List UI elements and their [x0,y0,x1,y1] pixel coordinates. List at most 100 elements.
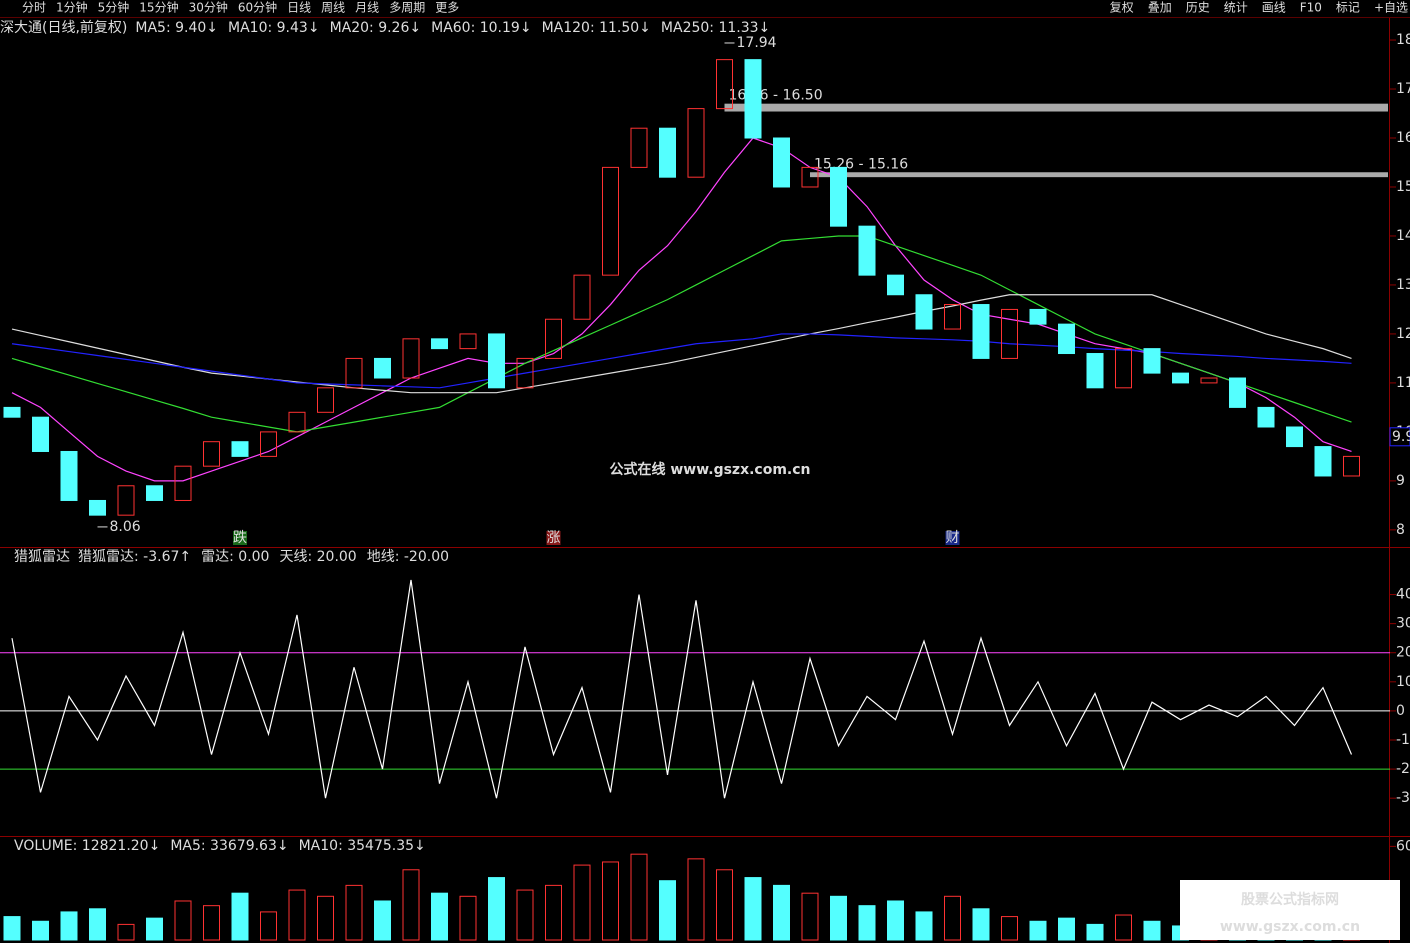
volume-bar [431,892,448,941]
candle [573,274,591,320]
volume-bar [915,911,933,941]
toolbar-button[interactable]: 统计 [1224,1,1248,15]
candle [801,166,819,188]
volume-bar [944,895,961,941]
candle [1086,353,1104,389]
y-tick-label: 14 [1396,228,1410,244]
volume-bar [972,908,990,941]
toolbar-button[interactable]: 复权 [1110,1,1134,15]
volume-bar [1143,920,1161,941]
candle [602,166,619,276]
toolbar-button[interactable]: 标记 [1336,1,1360,15]
candle [402,338,420,379]
y-tick-label: 13 [1396,277,1410,293]
y-tick-label: 18 [1396,32,1410,48]
volume-bar [687,858,705,941]
toolbar-button[interactable]: 60分钟 [238,0,277,15]
y-tick-label: -20 [1396,761,1410,777]
volume-bar [545,884,562,941]
y-tick-label: 9 [1396,473,1405,489]
candle [32,416,49,452]
volume-bar [602,861,619,941]
y-tick-label: 40 [1396,587,1410,603]
candle [1172,372,1189,384]
volume-bar [146,917,163,941]
event-label: 跌 [233,530,247,546]
toolbar-button[interactable]: 画线 [1262,1,1286,15]
legend-entry: MA10: 9.43↓ [228,20,320,36]
candle [1229,377,1246,408]
candle [744,59,762,139]
volume-bar [1058,917,1075,941]
candle [915,294,933,330]
candle [260,431,277,457]
volume-bar [345,884,363,941]
candle [1343,455,1360,477]
volume-bar [1115,914,1132,941]
legend-entry: MA5: 33679.63↓ [170,838,288,854]
toolbar-button[interactable]: 周线 [321,1,345,15]
toolbar-button[interactable]: 30分钟 [189,0,228,15]
watermark: 公式在线 www.gszx.com.cn [609,461,810,478]
price-mark-label: 8.06 [110,519,141,535]
y-tick-label: 30 [1396,616,1410,632]
volume-bar [402,869,420,941]
candle [60,450,78,501]
candle [345,357,363,389]
candle [687,108,705,178]
toolbar-button[interactable]: 15分钟 [139,0,178,15]
toolbar-button[interactable]: 更多 [435,1,459,15]
volume-bar [858,905,876,941]
candle [1115,348,1132,389]
volume-bar [260,911,277,941]
site-badge [1180,880,1400,940]
volume-bar [488,877,505,941]
toolbar-button[interactable]: 5分钟 [98,0,130,15]
toolbar-button[interactable]: 1分钟 [56,0,88,15]
event-badge [546,531,561,545]
legend-entry: MA20: 9.26↓ [330,20,422,36]
volume-bar [117,923,135,941]
toolbar-button[interactable]: F10 [1300,1,1322,15]
current-price-box [1389,427,1410,447]
toolbar-button[interactable]: +自选 [1374,1,1408,15]
candle [1029,308,1047,325]
site-badge-url: www.gszx.com.cn [1220,919,1360,935]
volume-bar [174,900,192,941]
zone-label: 15.26 - 15.16 [814,156,908,172]
legend-entry: 地线: -20.00 [367,549,449,565]
event-label: 涨 [547,530,561,546]
toolbar-button[interactable]: 历史 [1186,1,1210,15]
y-tick-label: 17 [1396,81,1410,97]
volume-bar [3,916,21,941]
candle [288,411,306,433]
candle [117,485,135,516]
legend-entry: MA60: 10.19↓ [431,20,531,36]
ma-line [11,137,1352,482]
toolbar-button[interactable]: 叠加 [1148,1,1172,15]
candle [545,318,562,359]
candle [659,127,676,178]
toolbar-button[interactable]: 日线 [287,1,311,15]
toolbar-button[interactable]: 分时 [22,1,46,15]
volume-bar [630,853,648,941]
candle [3,406,21,418]
candle [630,127,648,168]
volume-bar [60,911,78,941]
candle [972,304,990,359]
volume-bar [89,908,106,941]
candle [1058,323,1075,355]
legend-entry: MA10: 35475.35↓ [299,838,426,854]
candle [887,274,904,296]
toolbar-button[interactable]: 多周期 [389,1,425,15]
legend-entry: 猎狐雷达: -3.67↑ [78,549,191,565]
toolbar-button[interactable]: 月线 [355,1,379,15]
ma-line [11,333,1352,389]
candle [89,499,106,516]
ma-line [11,579,1353,799]
volume-bar [1001,916,1018,941]
volume-bar [288,889,306,941]
